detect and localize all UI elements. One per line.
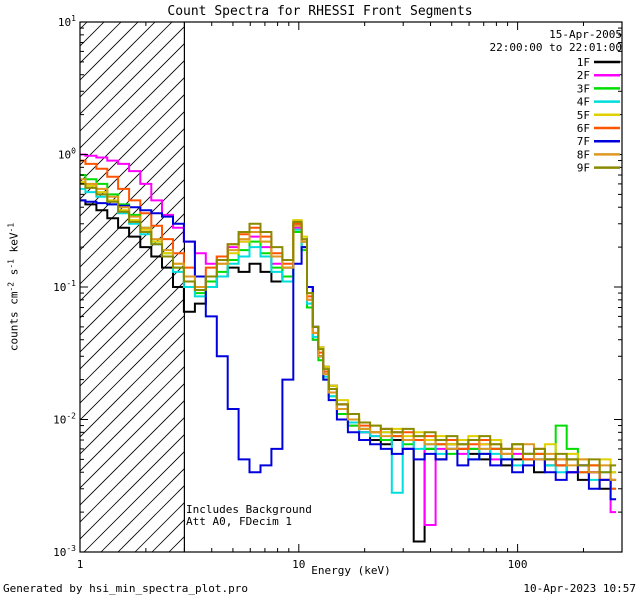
series-4F-line (80, 187, 617, 494)
legend-label-9F: 9F (577, 162, 590, 175)
annotation-includes-background: Includes Background (186, 503, 312, 516)
x-tick-label: 10 (292, 558, 305, 571)
observation-date-label: 15-Apr-2005 (549, 28, 622, 41)
legend-label-5F: 5F (577, 109, 590, 122)
series-6F-line (80, 159, 617, 490)
legend-label-8F: 8F (577, 148, 590, 161)
x-tick-label: 100 (508, 558, 528, 571)
legend-label-4F: 4F (577, 96, 590, 109)
series-lines (80, 153, 617, 543)
footer-timestamp-label: 10-Apr-2023 10:57 (523, 582, 636, 595)
y-tick-label: 10-3 (53, 544, 76, 559)
series-7F-line (80, 199, 617, 501)
legend-label-7F: 7F (577, 135, 590, 148)
x-axis-label: Energy (keV) (311, 564, 391, 577)
legend-label-6F: 6F (577, 122, 590, 135)
y-tick-label: 10-1 (53, 279, 76, 294)
chart-title: Count Spectra for RHESSI Front Segments (167, 4, 473, 19)
series-1F-line (80, 199, 617, 543)
y-tick-label: 100 (58, 147, 76, 162)
series-9F-line (80, 182, 617, 474)
series-8F-line (80, 178, 617, 481)
y-tick-label: 101 (58, 14, 76, 29)
x-tick-label: 1 (77, 558, 84, 571)
legend-label-3F: 3F (577, 82, 590, 95)
legend-label-2F: 2F (577, 69, 590, 82)
annotation-attenuator-state: Att A0, FDecim 1 (186, 515, 292, 528)
observation-time-range-label: 22:00:00 to 22:01:00 (489, 41, 622, 54)
hatch-region (80, 22, 185, 552)
y-tick-label: 10-2 (53, 412, 76, 427)
footer-generator-label: Generated by hsi_min_spectra_plot.pro (3, 582, 249, 595)
legend-label-1F: 1F (577, 56, 590, 69)
y-axis-label: counts cm-2 s-1 keV-1 (6, 222, 21, 352)
